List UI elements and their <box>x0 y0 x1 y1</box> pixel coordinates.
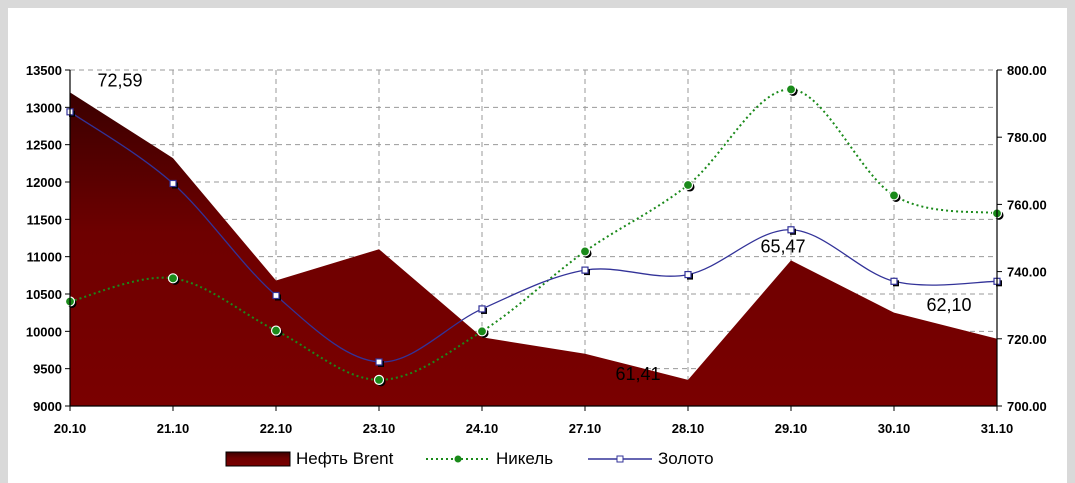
label-layer: 72,59 61,41 65,47 62,10 <box>97 70 971 383</box>
tick-label-left: 11000 <box>27 250 62 265</box>
series-area-brent <box>70 92 997 407</box>
legend-label-gold: Золото <box>658 449 714 468</box>
legend-marker-nickel <box>454 455 462 463</box>
tick-label-right: 800.00 <box>1007 63 1047 78</box>
point-nickel <box>888 190 900 201</box>
area-layer <box>70 92 997 407</box>
tick-label-left: 10500 <box>26 287 62 302</box>
point-gold <box>169 179 177 188</box>
point-nickel <box>682 179 694 191</box>
point-gold <box>478 305 486 313</box>
tick-label-right: 740.00 <box>1007 265 1047 280</box>
legend-label-nickel: Никель <box>496 449 553 468</box>
legend-marker-gold <box>616 455 624 463</box>
tick-label-left: 10000 <box>26 324 62 339</box>
tick-label-x: 24.10 <box>466 421 499 436</box>
point-nickel <box>270 325 282 336</box>
tick-label-left: 9000 <box>33 399 62 414</box>
legend-label-brent: Нефть Brent <box>296 449 394 468</box>
tick-label-right: 720.00 <box>1007 332 1047 347</box>
tick-label-x: 28.10 <box>672 421 705 436</box>
tick-label-right: 760.00 <box>1007 197 1047 212</box>
legend-swatch-brent <box>225 451 291 467</box>
tick-label-left: 12000 <box>26 175 62 190</box>
tick-label-x: 20.10 <box>54 421 87 436</box>
point-gold <box>581 266 589 274</box>
axis-layer: 9000 9500 10000 10500 11000 11500 12000 12500 13… <box>26 63 1047 436</box>
chart-frame: 9000 9500 10000 10500 11000 11500 12000 12500 13… <box>8 8 1067 483</box>
tick-label-left: 9500 <box>33 362 62 377</box>
point-gold <box>684 270 692 279</box>
point-gold <box>890 277 898 285</box>
tick-label-x: 31.10 <box>981 421 1014 436</box>
point-nickel <box>579 246 591 257</box>
tick-label-left: 11500 <box>27 212 62 227</box>
tick-label-left: 13000 <box>26 100 62 115</box>
point-nickel <box>785 84 797 95</box>
data-label-brent: 72,59 <box>97 70 142 90</box>
tick-label-x: 30.10 <box>878 421 911 436</box>
series-line-nickel <box>69 88 998 381</box>
point-gold <box>375 358 383 366</box>
point-nickel <box>167 273 179 284</box>
point-gold <box>787 226 795 234</box>
data-label-brent: 61,41 <box>615 364 660 384</box>
data-label-brent: 62,10 <box>926 295 971 315</box>
point-nickel <box>373 374 385 385</box>
tick-label-right: 780.00 <box>1007 130 1047 145</box>
tick-label-x: 21.10 <box>157 421 190 436</box>
series-line-gold <box>69 111 998 363</box>
tick-label-x: 23.10 <box>363 421 396 436</box>
tick-label-left: 12500 <box>26 138 62 153</box>
tick-label-left: 13500 <box>26 63 62 78</box>
tick-label-x: 29.10 <box>775 421 808 436</box>
chart-svg: 9000 9500 10000 10500 11000 11500 12000 12500 13… <box>26 63 1047 468</box>
tick-label-x: 27.10 <box>569 421 602 436</box>
tick-label-x: 22.10 <box>260 421 293 436</box>
point-gold <box>272 291 280 300</box>
data-label-brent: 65,47 <box>760 236 805 256</box>
legend-layer: Нефть Brent Никель Золото <box>225 449 714 468</box>
tick-label-right: 700.00 <box>1007 399 1047 414</box>
point-nickel <box>476 326 488 337</box>
